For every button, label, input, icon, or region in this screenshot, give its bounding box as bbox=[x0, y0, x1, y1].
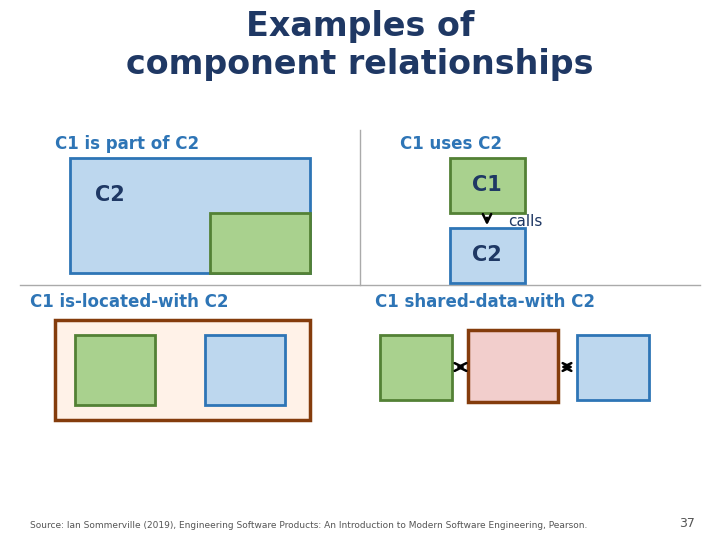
Text: C2: C2 bbox=[95, 185, 125, 205]
Text: Source: Ian Sommerville (2019), Engineering Software Products: An Introduction t: Source: Ian Sommerville (2019), Engineer… bbox=[30, 521, 588, 530]
FancyBboxPatch shape bbox=[577, 335, 649, 400]
Text: C2: C2 bbox=[230, 360, 260, 380]
FancyBboxPatch shape bbox=[70, 158, 310, 273]
Text: C1: C1 bbox=[472, 175, 502, 195]
Text: C2: C2 bbox=[472, 245, 502, 265]
FancyBboxPatch shape bbox=[450, 158, 525, 213]
FancyBboxPatch shape bbox=[210, 213, 310, 273]
FancyBboxPatch shape bbox=[75, 335, 155, 405]
Text: 37: 37 bbox=[679, 517, 695, 530]
Text: C1 shared-data-with C2: C1 shared-data-with C2 bbox=[375, 293, 595, 311]
Text: C1: C1 bbox=[245, 233, 275, 253]
Text: C1 is-located-with C2: C1 is-located-with C2 bbox=[30, 293, 228, 311]
Text: Data: Data bbox=[485, 356, 541, 376]
Text: C1: C1 bbox=[401, 357, 431, 377]
Text: Examples of
component relationships: Examples of component relationships bbox=[126, 10, 594, 81]
Text: calls: calls bbox=[508, 213, 542, 228]
Text: C2: C2 bbox=[598, 357, 628, 377]
Text: C1 uses C2: C1 uses C2 bbox=[400, 135, 502, 153]
Text: C1: C1 bbox=[100, 360, 130, 380]
FancyBboxPatch shape bbox=[205, 335, 285, 405]
FancyBboxPatch shape bbox=[450, 228, 525, 283]
FancyBboxPatch shape bbox=[380, 335, 452, 400]
FancyBboxPatch shape bbox=[55, 320, 310, 420]
FancyBboxPatch shape bbox=[468, 330, 558, 402]
Text: C1 is part of C2: C1 is part of C2 bbox=[55, 135, 199, 153]
